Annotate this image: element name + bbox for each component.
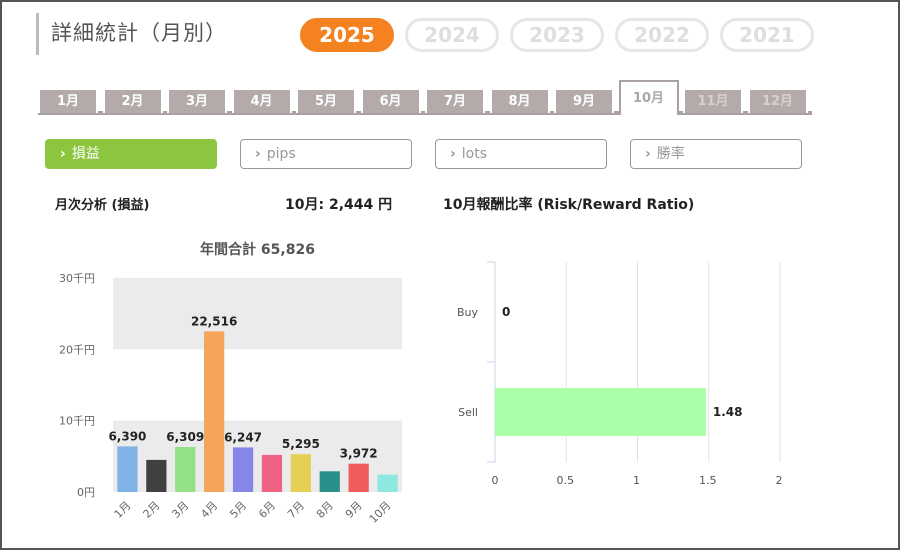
bar-value-label: 22,516: [191, 314, 237, 328]
tab-month-5[interactable]: 5月: [296, 88, 356, 113]
metric-button-1[interactable]: › pips: [240, 139, 412, 169]
category-label: Buy: [457, 306, 479, 319]
x-tick-label: 9月: [343, 499, 365, 521]
chevron-right-icon: ›: [60, 146, 66, 162]
x-tick-label: 2月: [141, 499, 163, 521]
page-title: 詳細統計（月別）: [36, 13, 227, 55]
bar: [232, 447, 254, 492]
x-tick-label: 6月: [256, 499, 278, 521]
bar: [348, 463, 369, 492]
bar: [175, 446, 196, 492]
tab-month-4[interactable]: 4月: [231, 88, 292, 113]
month-value: 10月: 2,444 円: [285, 197, 393, 213]
rr-title: 10月報酬比率 (Risk/Reward Ratio): [443, 197, 695, 213]
y-tick-label: 20千円: [59, 343, 95, 356]
x-tick-label: 7月: [285, 499, 307, 521]
x-tick-label: 0: [492, 474, 499, 487]
monthly-profit-chart: 年間合計 65,826 0円 10千円 20千円 30千円 6,390 1月 2月 6,309 3…: [59, 241, 402, 526]
tab-month-2[interactable]: 2月: [102, 88, 163, 113]
grid-band: [113, 278, 402, 350]
tab-month-6[interactable]: 6月: [360, 88, 421, 113]
tab-month-11[interactable]: 11月: [683, 88, 743, 113]
metric-button-2[interactable]: › lots: [435, 139, 607, 169]
year-pill-2024[interactable]: 2024: [405, 18, 499, 52]
year-pill-2023[interactable]: 2023: [510, 18, 604, 52]
tab-month-7[interactable]: 7月: [425, 88, 485, 113]
category-label: Sell: [458, 406, 478, 419]
month-tab-baseline: [38, 111, 812, 115]
bar: [495, 388, 706, 436]
year-pill-2025[interactable]: 2025: [300, 18, 394, 52]
bar: [261, 454, 283, 492]
x-tick-label: 3月: [169, 499, 191, 521]
bar: [319, 471, 340, 492]
y-tick-label: 10千円: [59, 415, 95, 428]
tab-month-1[interactable]: 1月: [38, 88, 98, 113]
y-tick-label: 0円: [77, 486, 95, 499]
x-tick-label: 2: [776, 474, 783, 487]
bar-value-label: 0: [502, 305, 510, 319]
x-tick-label: 5月: [227, 499, 249, 521]
chart-title: 年間合計 65,826: [200, 241, 315, 258]
year-pill-2022[interactable]: 2022: [615, 18, 709, 52]
metric-button-0[interactable]: › 損益: [45, 139, 217, 169]
bar-value-label: 5,295: [282, 437, 320, 451]
tab-month-10[interactable]: 10月: [618, 80, 679, 115]
metric-label: lots: [461, 146, 488, 162]
x-tick-label: 1: [633, 474, 640, 487]
year-pill-2021[interactable]: 2021: [720, 18, 814, 52]
metric-label: pips: [266, 146, 296, 162]
tab-month-12[interactable]: 12月: [747, 88, 808, 113]
x-tick-label: 0.5: [557, 474, 575, 487]
bar-value-label: 3,972: [340, 447, 378, 461]
x-tick-label: 1.5: [699, 474, 717, 487]
tab-month-8[interactable]: 8月: [489, 88, 550, 113]
y-tick-label: 30千円: [59, 272, 95, 285]
x-tick-label: 10月: [367, 499, 394, 526]
bar-value-label: 6,247: [224, 430, 262, 444]
bar: [117, 446, 138, 492]
tab-month-3[interactable]: 3月: [167, 88, 227, 113]
chevron-right-icon: ›: [450, 146, 456, 162]
x-tick-label: 4月: [198, 499, 220, 521]
chevron-right-icon: ›: [255, 146, 261, 162]
bar-value-label: 1.48: [713, 405, 743, 419]
bar: [290, 454, 311, 492]
chevron-right-icon: ›: [645, 146, 651, 162]
bar-value-label: 6,309: [166, 430, 204, 444]
bar-value-label: 6,390: [108, 429, 146, 443]
section-title: 月次分析 (損益): [55, 198, 150, 213]
risk-reward-chart: 0 0.5 1 1.5 2 Buy 0 Sell 1.48: [457, 261, 783, 487]
bar: [204, 331, 225, 492]
x-tick-label: 1月: [112, 499, 134, 521]
bar: [377, 474, 398, 492]
metric-label: 損益: [71, 146, 100, 162]
metric-label: 勝率: [656, 146, 685, 162]
x-tick-label: 8月: [314, 499, 336, 521]
tab-month-9[interactable]: 9月: [554, 88, 614, 113]
bar: [146, 459, 167, 492]
metric-button-3[interactable]: › 勝率: [630, 139, 802, 169]
